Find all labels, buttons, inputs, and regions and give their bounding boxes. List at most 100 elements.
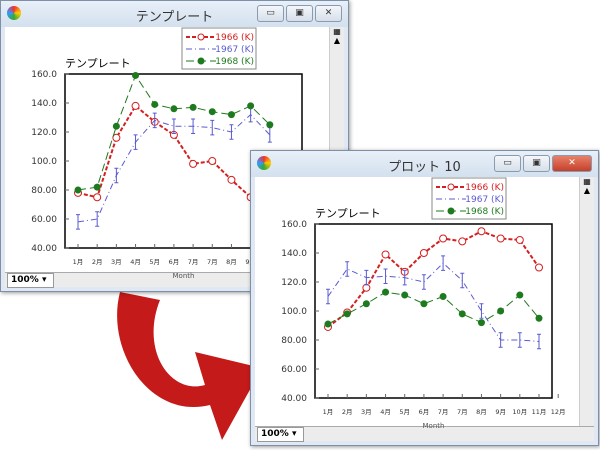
data-point [93,183,101,191]
error-bar [229,124,234,140]
y-tick-label: 160.0 [281,220,307,230]
data-point [112,122,120,130]
x-tick-label: 11月 [532,408,547,416]
x-tick-label: 3月 [111,258,122,266]
error-bar [364,269,369,286]
error-bar [517,332,522,348]
data-point [131,101,140,110]
app-icon [7,6,21,20]
legend [431,177,507,220]
legend-label: 1968 (K) [215,57,254,67]
error-bar [441,255,446,271]
vertical-scrollbar[interactable]: ▦ ▲ [579,177,594,427]
data-point [381,250,390,259]
data-point [227,175,236,184]
data-point [227,111,235,119]
series-line-1968 [327,291,540,325]
series-line-1966 [77,104,252,199]
error-bar [402,269,407,286]
error-bar [76,214,80,230]
y-tick-label: 120.0 [31,128,57,138]
data-point [382,288,390,296]
data-point [458,237,467,246]
x-tick-label: 3月 [361,408,372,416]
error-bar [537,333,541,350]
data-point [170,105,178,113]
x-tick-label: 12月 [551,408,566,416]
app-icon [257,156,271,170]
minimize-button[interactable]: ▭ [494,155,521,172]
data-point [247,102,255,110]
legend-marker [447,207,455,215]
y-tick-label: 80.00 [281,336,307,346]
horizontal-scrollbar[interactable]: 100% ▾ [255,426,594,442]
data-point [208,157,217,165]
x-tick-label: 7月 [457,408,468,416]
x-tick-label: 1月 [73,258,84,266]
chart-title: テンプレート [65,57,131,70]
error-bar [326,288,330,305]
x-tick-label: 7月 [188,258,199,266]
data-point [496,234,505,243]
error-bar [460,272,465,289]
chart-area: ▦ ▲ 100% ▾ テンプレート 40.00 60.00 80.00 100.0 120.… [255,177,594,442]
data-point [420,300,428,308]
error-bar [210,119,215,136]
y-tick-label: 40.00 [281,394,307,404]
x-tick-label: 10月 [512,408,527,416]
minimize-button[interactable]: ▭ [257,5,284,22]
zoom-select[interactable]: 100% ▾ [7,273,54,288]
maximize-button[interactable]: ▣ [286,5,313,22]
zoom-select[interactable]: 100% ▾ [257,427,304,442]
plot-window: プロット 10 ▭ ▣ ✕ ▦ ▲ 100% ▾ テンプレート 40.00 60.00 80… [250,150,599,446]
series-line-1967 [327,262,540,342]
data-point [419,249,428,257]
y-tick-label: 160.0 [31,70,57,80]
data-point [189,159,198,168]
x-tick-label: 5月 [399,408,410,416]
y-tick-label: 60.00 [31,215,57,225]
zoom-value: 100% [261,429,289,439]
error-bar [479,303,484,319]
close-button[interactable]: ✕ [552,155,592,172]
data-point [132,71,140,79]
title-bar[interactable]: プロット 10 ▭ ▣ ✕ [251,151,598,177]
error-bar [345,261,350,277]
data-point [515,235,524,244]
y-tick-label: 80.00 [31,186,57,196]
data-point [93,193,102,202]
error-bar [421,274,426,290]
legend-marker [197,57,205,65]
data-point [208,108,216,116]
maximize-button[interactable]: ▣ [523,155,550,172]
error-bar [95,211,100,227]
legend-marker [197,33,205,41]
x-tick-label: 7月 [438,408,449,416]
x-tick-label: 5月 [149,258,160,266]
data-point [458,310,466,318]
data-point [324,320,332,328]
legend-label: 1966 (K) [215,33,254,43]
x-tick-label: 4月 [130,258,141,266]
x-tick-label: 7月 [207,258,218,266]
window-title: プロット 10 [388,160,461,175]
error-bar [171,118,176,134]
series-line-1968 [77,74,271,191]
x-tick-label: 4月 [380,408,391,416]
x-tick-label: 2月 [92,258,103,266]
data-point [497,307,505,315]
data-point [535,314,543,322]
zoom-value: 100% [11,275,39,285]
y-tick-label: 140.0 [281,249,307,259]
chart-title: テンプレート [315,207,381,220]
x-axis-label: Month [173,272,195,280]
series-line-1967 [77,113,271,223]
data-point [477,319,485,327]
data-point [151,100,159,108]
data-point [535,263,543,272]
close-button[interactable]: ✕ [315,5,342,22]
data-point [266,121,274,129]
title-bar[interactable]: テンプレート ▭ ▣ ✕ [1,1,348,27]
legend-label: 1967 (K) [215,45,254,55]
